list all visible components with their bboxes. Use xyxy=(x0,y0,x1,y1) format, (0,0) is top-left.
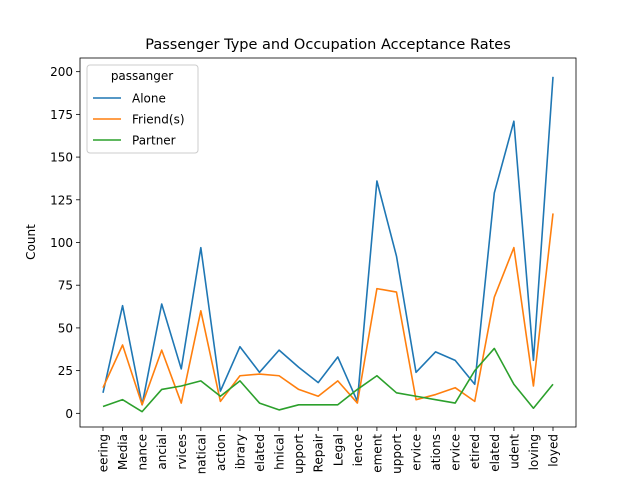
x-tick-label: ervice xyxy=(410,434,424,471)
y-tick-label: 150 xyxy=(50,151,73,165)
x-tick-label: Legal xyxy=(331,434,345,466)
x-tick-label: hnical xyxy=(273,434,287,470)
legend-box xyxy=(86,64,199,154)
legend-label: Alone xyxy=(132,92,166,106)
y-axis-ticks: 0 25 50 75 100 125 150 175 200 xyxy=(50,65,80,421)
legend-label: Partner xyxy=(132,134,176,148)
x-axis-ticks: eering Media nance ancial rvices natical actio… xyxy=(97,427,561,474)
x-tick-label: udent xyxy=(507,434,521,469)
x-tick-label: upport xyxy=(292,434,306,474)
chart-title: Passenger Type and Occupation Acceptance… xyxy=(145,37,511,53)
x-tick-label: Media xyxy=(116,434,130,470)
legend: passanger Alone Friend(s) Partner xyxy=(86,64,199,154)
y-tick-label: 200 xyxy=(50,65,73,79)
x-tick-label: ement xyxy=(370,434,384,473)
legend-title: passanger xyxy=(111,69,173,83)
y-axis-label: Count xyxy=(24,224,38,260)
y-tick-label: 0 xyxy=(65,407,73,421)
legend-label: Friend(s) xyxy=(132,113,185,127)
x-tick-label: ations xyxy=(429,434,443,471)
x-tick-label: ancial xyxy=(155,434,169,470)
x-tick-label: upport xyxy=(390,434,404,474)
y-tick-label: 75 xyxy=(58,279,73,293)
x-tick-label: rvices xyxy=(175,434,189,470)
x-tick-label: eering xyxy=(97,434,111,472)
x-tick-label: elated xyxy=(253,434,267,472)
x-tick-label: etired xyxy=(468,434,482,469)
x-tick-label: ience xyxy=(351,434,365,466)
x-tick-label: loyed xyxy=(547,434,561,467)
plot-area xyxy=(102,76,554,413)
y-tick-label: 100 xyxy=(50,236,73,250)
x-tick-label: Repair xyxy=(312,434,326,472)
x-tick-label: loving xyxy=(527,434,541,470)
series-line-alone xyxy=(102,76,554,406)
series-line-partner xyxy=(102,347,554,413)
x-tick-label: natical xyxy=(194,434,208,474)
y-tick-label: 125 xyxy=(50,193,73,207)
y-tick-label: 25 xyxy=(58,364,73,378)
series-line-friend-s xyxy=(102,213,554,406)
y-tick-label: 175 xyxy=(50,108,73,122)
x-tick-label: nance xyxy=(136,434,150,471)
x-tick-label: elated xyxy=(488,434,502,472)
x-tick-label: ibrary xyxy=(233,434,247,469)
x-tick-label: ervice xyxy=(449,434,463,471)
y-tick-label: 50 xyxy=(58,321,73,335)
x-tick-label: action xyxy=(214,434,228,471)
